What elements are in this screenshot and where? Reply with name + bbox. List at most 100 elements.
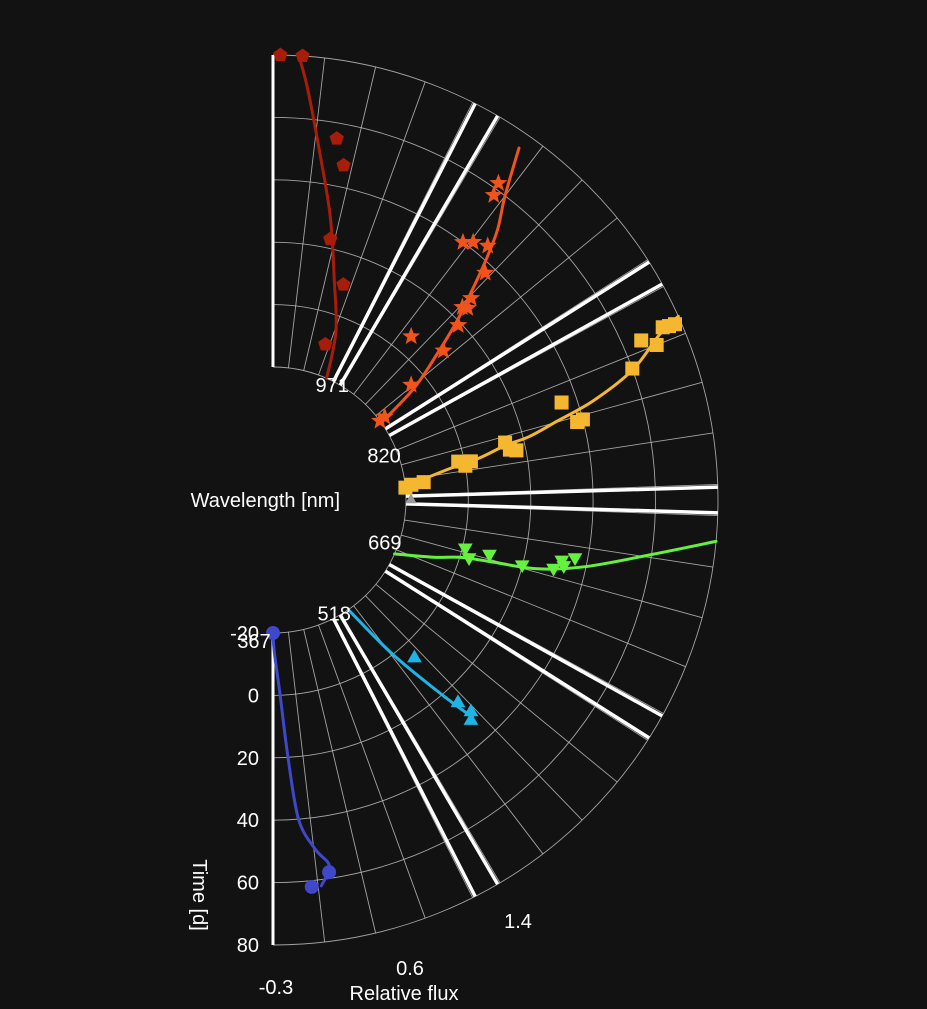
data-point-square xyxy=(416,475,431,490)
time-tick-label: 40 xyxy=(237,810,259,832)
data-point-pentagon xyxy=(336,277,351,291)
data-point-square xyxy=(649,337,664,352)
data-point-star xyxy=(434,341,453,359)
data-point-triangle-up xyxy=(463,712,479,725)
data-point-triangle-down xyxy=(461,553,477,567)
series-curve xyxy=(297,54,338,380)
time-grid-arc xyxy=(272,366,407,634)
segment-separator xyxy=(338,114,500,387)
time-grid-arc xyxy=(272,179,594,821)
segment-separator xyxy=(384,260,651,431)
data-point-square xyxy=(509,443,524,458)
flux-grid-spoke xyxy=(375,583,618,783)
data-point-circle xyxy=(304,879,319,894)
data-point-pentagon xyxy=(273,47,288,62)
segment-separator xyxy=(388,282,663,438)
flux-grid-spoke xyxy=(303,629,377,934)
data-point-square xyxy=(451,454,466,469)
data-point-square xyxy=(575,412,590,427)
segment-separator xyxy=(338,613,500,886)
data-point-star xyxy=(453,232,472,250)
flux-axis-label: Relative flux xyxy=(350,983,459,1005)
time-axis-label: Time [d] xyxy=(188,859,210,931)
data-point-star xyxy=(453,297,472,315)
data-point-square xyxy=(463,454,478,469)
data-point-square xyxy=(404,477,419,492)
series-separators xyxy=(271,55,718,945)
flux-grid-spoke xyxy=(404,519,713,568)
flux-grid-spoke xyxy=(318,624,426,919)
data-point-triangle-down xyxy=(482,549,497,563)
wavelength-tick-label: 971 xyxy=(316,375,349,397)
segment-separator xyxy=(405,502,718,515)
data-point-star xyxy=(449,315,468,333)
time-grid-arc xyxy=(272,116,657,884)
data-point-triangle-up xyxy=(407,649,422,663)
data-point-star xyxy=(478,236,497,254)
flux-tick-label: -0.3 xyxy=(259,977,293,999)
time-tick-label: 0 xyxy=(248,685,259,707)
segment-separator xyxy=(405,485,718,498)
series-curve xyxy=(346,608,475,719)
data-point-square xyxy=(668,317,683,332)
wavelength-tick-label: 669 xyxy=(368,532,401,554)
data-point-star xyxy=(464,232,483,250)
flux-tick-label: 1.4 xyxy=(504,911,532,933)
segment-separator xyxy=(331,617,477,898)
data-point-triangle-down xyxy=(567,553,583,566)
data-point-star xyxy=(370,411,389,429)
data-point-square xyxy=(625,361,640,376)
series-curve xyxy=(271,631,331,888)
data-point-triangle-up xyxy=(450,694,466,708)
data-point-triangle-down xyxy=(514,560,530,574)
label-layer: Wavelength [nm] Relative flux Time [d] 3… xyxy=(188,375,532,1005)
flux-tick-label: 0.6 xyxy=(396,958,424,980)
flux-grid-spoke xyxy=(287,57,326,368)
segment-separator xyxy=(331,102,477,383)
data-point-square xyxy=(498,435,513,450)
data-layer xyxy=(266,47,718,894)
time-grid-arc xyxy=(272,241,532,759)
data-point-circle xyxy=(266,626,280,640)
data-point-pentagon xyxy=(295,48,310,63)
series-curve xyxy=(379,146,521,425)
data-point-pentagon xyxy=(318,336,333,351)
data-point-star xyxy=(458,298,477,316)
data-point-square xyxy=(554,395,569,410)
data-point-star xyxy=(476,263,495,281)
time-tick-label: 60 xyxy=(237,873,259,895)
wavelength-axis-label: Wavelength [nm] xyxy=(191,490,340,512)
data-point-pentagon xyxy=(336,157,351,172)
data-point-triangle-down xyxy=(457,543,473,557)
flux-grid-spoke xyxy=(401,534,703,619)
flux-grid-spoke xyxy=(303,66,377,371)
wavelength-tick-label: 820 xyxy=(367,445,400,467)
flux-grid-spoke xyxy=(353,145,544,395)
data-point-triangle-down xyxy=(546,563,561,577)
flux-grid-spoke xyxy=(365,595,583,821)
time-grid-arc xyxy=(272,304,469,696)
flux-grid-spoke xyxy=(396,549,686,668)
data-point-star xyxy=(484,185,503,203)
flux-grid-spoke xyxy=(396,332,686,451)
wavelength-tick-mark xyxy=(405,493,417,504)
data-point-circle xyxy=(322,865,337,880)
data-point-star xyxy=(375,407,394,425)
flux-grid-spoke xyxy=(404,432,713,481)
data-point-square xyxy=(634,333,649,348)
time-tick-label: 20 xyxy=(237,748,259,770)
time-tick-label: -20 xyxy=(230,623,259,645)
time-grid-arc xyxy=(272,54,719,946)
data-point-star xyxy=(489,173,508,191)
data-point-star xyxy=(402,375,421,393)
data-point-pentagon xyxy=(329,131,344,145)
data-point-pentagon xyxy=(323,231,338,246)
segment-separator xyxy=(384,569,651,740)
data-point-star xyxy=(462,288,481,306)
wavelength-tick-label: 367 xyxy=(237,631,270,653)
wavelength-tick-label: 518 xyxy=(317,603,350,625)
data-point-triangle-down xyxy=(554,555,570,569)
time-tick-label: 80 xyxy=(237,935,259,957)
data-point-triangle-up xyxy=(463,703,479,717)
